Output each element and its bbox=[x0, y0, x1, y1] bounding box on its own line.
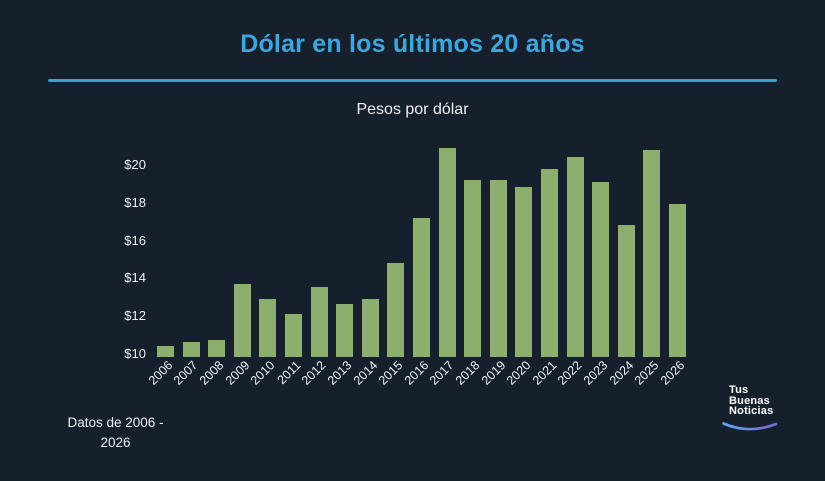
x-tick-2019: 2019 bbox=[478, 358, 508, 388]
x-tick-2006: 2006 bbox=[145, 358, 176, 388]
x-tick-2008: 2008 bbox=[196, 358, 227, 388]
logo-line-noticias: Noticias bbox=[729, 405, 774, 417]
x-tick-2011: 2011 bbox=[274, 358, 304, 388]
brand-logo: Tus Buenas Noticias bbox=[722, 385, 779, 436]
x-tick-2010: 2010 bbox=[247, 358, 278, 388]
source-note-line1: Datos de 2006 - bbox=[67, 415, 164, 430]
x-tick-2016: 2016 bbox=[401, 358, 432, 388]
bar-2023 bbox=[592, 181, 610, 357]
bar-2013 bbox=[336, 304, 354, 357]
x-tick-2025: 2025 bbox=[631, 358, 662, 388]
bar-2007 bbox=[182, 341, 200, 357]
x-tick-2018: 2018 bbox=[452, 358, 483, 388]
bar-2009 bbox=[233, 283, 251, 357]
bar-2024 bbox=[617, 225, 635, 357]
y-tick-16: $16 bbox=[124, 232, 146, 248]
x-tick-2024: 2024 bbox=[606, 358, 636, 388]
x-tick-2023: 2023 bbox=[580, 358, 611, 388]
page-title: Dólar en los últimos 20 años bbox=[240, 30, 585, 58]
bar-2010 bbox=[259, 298, 277, 357]
x-tick-2013: 2013 bbox=[324, 358, 355, 388]
y-tick-20: $20 bbox=[124, 157, 146, 173]
source-note-line2: 2026 bbox=[100, 435, 131, 450]
y-tick-10: $10 bbox=[124, 345, 146, 361]
bar-2019 bbox=[489, 179, 507, 357]
title-divider bbox=[48, 79, 777, 82]
bar-2017 bbox=[438, 147, 456, 357]
y-tick-14: $14 bbox=[124, 270, 146, 286]
bar-2011 bbox=[285, 313, 302, 357]
y-tick-12: $12 bbox=[124, 307, 146, 323]
chart-title: Pesos por dólar bbox=[356, 101, 469, 118]
logo-swoosh-icon bbox=[722, 421, 778, 430]
x-tick-2015: 2015 bbox=[375, 358, 406, 388]
bar-2025 bbox=[643, 149, 661, 357]
source-note: Datos de 2006 - 2026 bbox=[38, 413, 193, 453]
x-tick-2014: 2014 bbox=[350, 358, 380, 388]
bar-2021 bbox=[541, 168, 558, 357]
x-tick-2020: 2020 bbox=[503, 358, 534, 388]
bar-2018 bbox=[464, 179, 482, 357]
bar-2008 bbox=[208, 340, 226, 357]
bar-2016 bbox=[413, 217, 430, 357]
x-tick-2026: 2026 bbox=[657, 358, 688, 388]
bar-2014 bbox=[361, 298, 379, 357]
bar-2026 bbox=[669, 204, 686, 357]
logo-line-buenas: Buenas bbox=[729, 394, 770, 407]
bar-2012 bbox=[310, 287, 328, 357]
bar-2006 bbox=[157, 345, 174, 357]
x-tick-2022: 2022 bbox=[555, 358, 585, 388]
bar-2020 bbox=[515, 187, 533, 357]
brand-logo-text: Tus Buenas Noticias bbox=[729, 385, 779, 417]
bar-2022 bbox=[566, 157, 584, 357]
x-tick-2007: 2007 bbox=[171, 358, 201, 388]
x-tick-2009: 2009 bbox=[222, 358, 252, 388]
x-tick-2021: 2021 bbox=[529, 358, 560, 388]
y-tick-18: $18 bbox=[124, 194, 146, 210]
logo-line-tus: Tus bbox=[729, 384, 749, 396]
bar-2015 bbox=[387, 262, 405, 357]
x-tick-2012: 2012 bbox=[299, 358, 329, 388]
x-tick-2017: 2017 bbox=[427, 358, 457, 388]
